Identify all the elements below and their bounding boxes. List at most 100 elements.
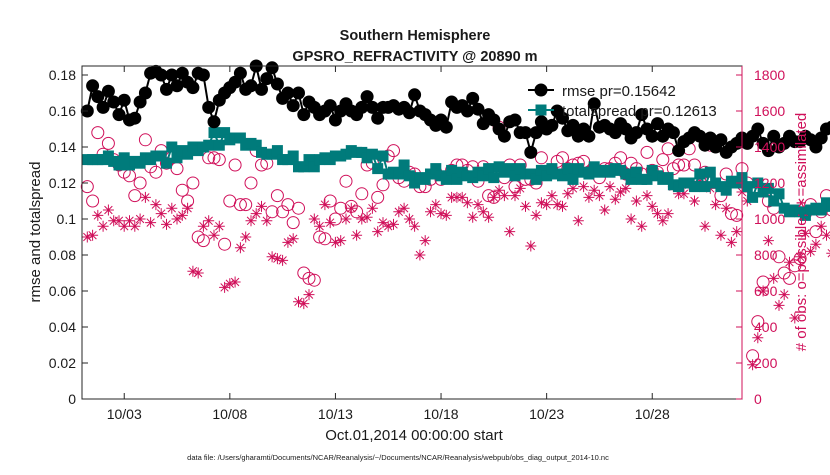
- totalspread-point: [399, 160, 410, 171]
- obs-possible-point: [372, 191, 384, 203]
- obs-assimilated-point: [277, 255, 288, 266]
- obs-possible-point: [657, 154, 669, 166]
- rmse-point: [509, 114, 522, 127]
- obs-assimilated-point: [488, 192, 499, 203]
- obs-assimilated-point: [763, 235, 774, 246]
- obs-assimilated-point: [135, 214, 146, 225]
- obs-assimilated-point: [663, 208, 674, 219]
- totalspread-point: [214, 140, 225, 151]
- obs-assimilated-point: [193, 268, 204, 279]
- rmse-point: [297, 108, 310, 121]
- x-tick-label: 10/03: [107, 406, 142, 422]
- obs-assimilated-point: [425, 206, 436, 217]
- obs-assimilated-point: [404, 214, 415, 225]
- obs-assimilated-point: [467, 212, 478, 223]
- obs-possible-point: [229, 159, 241, 171]
- y2-tick-label: 0: [754, 391, 762, 407]
- y-tick-label: 0: [68, 391, 76, 407]
- obs-assimilated-point: [652, 208, 663, 219]
- obs-assimilated-point: [388, 219, 399, 230]
- obs-possible-point: [535, 152, 547, 164]
- obs-possible-point: [176, 184, 188, 196]
- obs-assimilated-point: [298, 298, 309, 309]
- obs-assimilated-point: [594, 190, 605, 201]
- obs-assimilated-point: [177, 210, 188, 221]
- legend-totalspread-label: totalspread pr=0.12613: [562, 103, 717, 120]
- x-tick-label: 10/08: [212, 406, 247, 422]
- obs-assimilated-point: [726, 237, 737, 248]
- y-tick-label: 0.16: [49, 103, 76, 119]
- obs-assimilated-point: [525, 241, 536, 252]
- obs-assimilated-point: [573, 215, 584, 226]
- rmse-point: [408, 88, 421, 101]
- y2-tick-label: 1000: [754, 211, 785, 227]
- y-tick-label: 0.08: [49, 247, 76, 263]
- totalspread-point: [742, 181, 753, 192]
- obs-assimilated-point: [531, 210, 542, 221]
- obs-assimilated-point: [546, 190, 557, 201]
- obs-assimilated-point: [710, 199, 721, 210]
- obs-assimilated-point: [182, 203, 193, 214]
- obs-possible-point: [134, 177, 146, 189]
- totalspread-point: [209, 127, 220, 138]
- obs-assimilated-point: [145, 217, 156, 228]
- obs-assimilated-point: [98, 221, 109, 232]
- obs-assimilated-point: [351, 230, 362, 241]
- obs-possible-point: [377, 179, 389, 191]
- rmse-point: [186, 81, 199, 94]
- obs-possible-point: [245, 177, 257, 189]
- obs-assimilated-point: [689, 196, 700, 207]
- obs-possible-point: [203, 152, 215, 164]
- x-axis-label: Oct.01,2014 00:00:00 start: [325, 427, 503, 444]
- obs-assimilated-point: [251, 208, 262, 219]
- y-tick-label: 0.04: [49, 319, 76, 335]
- obs-possible-point: [271, 190, 283, 202]
- obs-assimilated-point: [140, 192, 151, 203]
- obs-assimilated-point: [92, 210, 103, 221]
- obs-assimilated-point: [341, 214, 352, 225]
- obs-assimilated-point: [578, 181, 589, 192]
- y2-tick-label: 400: [754, 319, 778, 335]
- x-tick-label: 10/13: [318, 406, 353, 422]
- obs-assimilated-point: [166, 203, 177, 214]
- obs-assimilated-point: [346, 203, 357, 214]
- obs-assimilated-point: [642, 190, 653, 201]
- y2-tick-label: 1600: [754, 103, 785, 119]
- y2-tick-label: 1200: [754, 175, 785, 191]
- obs-possible-point: [641, 146, 653, 158]
- rmse-point: [440, 121, 453, 134]
- obs-assimilated-point: [420, 235, 431, 246]
- chart-title: Southern Hemisphere: [340, 28, 491, 44]
- totalspread-point: [700, 181, 711, 192]
- obs-assimilated-point: [230, 277, 241, 288]
- rmse-point: [234, 67, 247, 80]
- obs-assimilated-point: [367, 203, 378, 214]
- obs-assimilated-point: [304, 289, 315, 300]
- obs-assimilated-point: [631, 196, 642, 207]
- obs-possible-point: [662, 143, 674, 155]
- totalspread-point: [568, 174, 579, 185]
- obs-possible-point: [87, 195, 99, 207]
- legend-totalspread-marker: [536, 105, 547, 116]
- x-tick-label: 10/23: [529, 406, 564, 422]
- obs-possible-point: [129, 190, 141, 202]
- obs-assimilated-point: [515, 183, 526, 194]
- obs-possible-point: [240, 199, 252, 211]
- obs-possible-point: [234, 199, 246, 211]
- obs-assimilated-point: [203, 215, 214, 226]
- obs-assimilated-point: [826, 248, 830, 259]
- rmse-point: [498, 130, 511, 143]
- rmse-point: [128, 112, 141, 125]
- y2-tick-label: 1800: [754, 67, 785, 83]
- obs-assimilated-point: [362, 212, 373, 223]
- y2-axis-label: # of obs: o=possible; ∗=assimilated: [793, 113, 810, 352]
- obs-assimilated-point: [325, 217, 336, 228]
- y-tick-label: 0.06: [49, 283, 76, 299]
- obs-assimilated-point: [314, 221, 325, 232]
- rmse-point: [197, 69, 210, 82]
- obs-assimilated-point: [647, 201, 658, 212]
- obs-assimilated-point: [473, 199, 484, 210]
- obs-assimilated-point: [430, 199, 441, 210]
